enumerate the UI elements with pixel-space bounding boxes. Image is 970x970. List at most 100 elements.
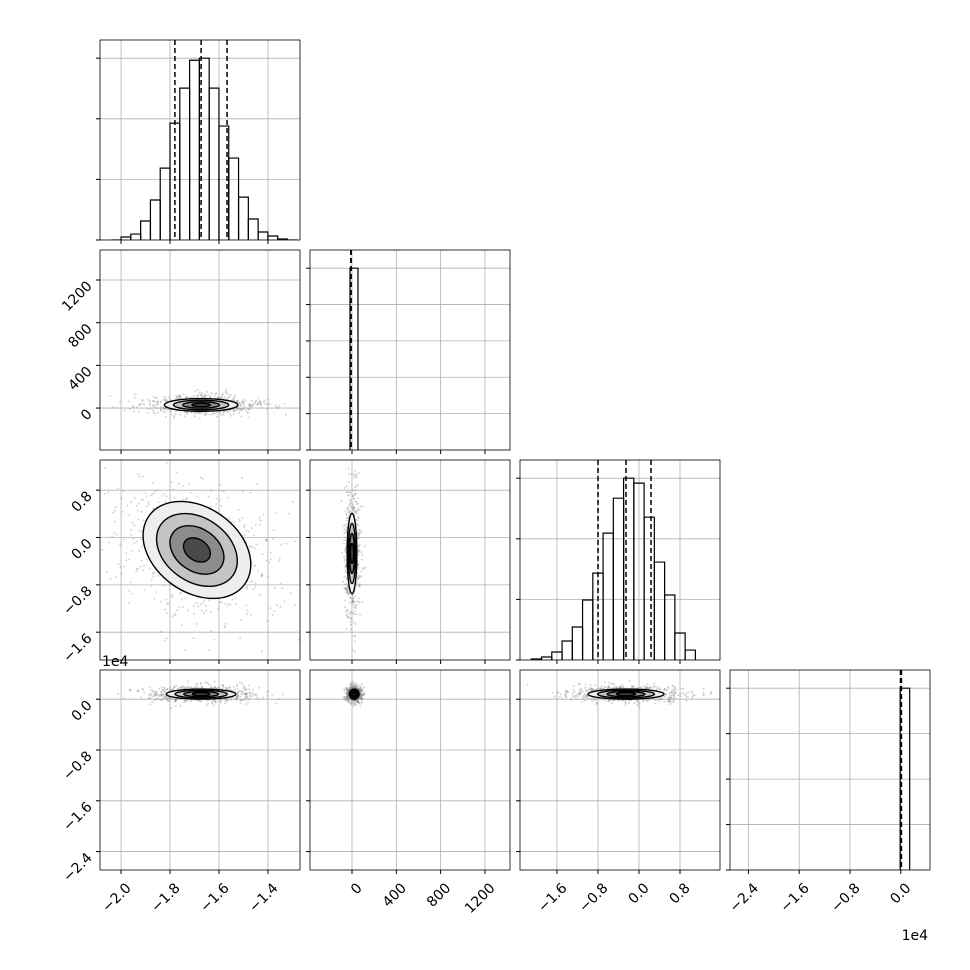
- sample-point: [246, 411, 249, 414]
- sample-point: [607, 681, 610, 684]
- sample-point: [246, 692, 249, 695]
- sample-point: [212, 412, 215, 415]
- sample-point: [196, 495, 199, 498]
- sample-point: [354, 486, 357, 489]
- sample-point: [559, 693, 562, 696]
- sample-point: [244, 696, 247, 699]
- sample-point: [355, 474, 358, 477]
- sample-point: [360, 690, 363, 693]
- sample-point: [256, 403, 259, 406]
- sample-point: [223, 702, 226, 705]
- sample-point: [96, 535, 98, 537]
- sample-point: [252, 688, 255, 691]
- sample-point: [205, 704, 208, 707]
- sample-point: [158, 687, 161, 690]
- sample-point: [355, 699, 358, 702]
- sample-point: [357, 699, 360, 702]
- sample-point: [351, 599, 354, 602]
- sample-point: [276, 407, 279, 410]
- sample-point: [199, 603, 202, 606]
- sample-point: [343, 695, 346, 698]
- sample-point: [624, 701, 627, 704]
- sample-point: [205, 681, 208, 684]
- sample-point: [251, 545, 254, 548]
- sample-point: [204, 394, 207, 397]
- sample-point: [184, 699, 187, 702]
- sample-point: [347, 690, 350, 693]
- sample-point: [150, 692, 153, 695]
- sample-point: [242, 402, 245, 405]
- sample-point: [353, 493, 356, 496]
- sample-point: [345, 699, 348, 702]
- sample-point: [346, 491, 349, 494]
- sample-point: [256, 403, 259, 406]
- sample-point: [351, 594, 354, 597]
- sample-point: [165, 612, 168, 615]
- sample-point: [702, 687, 705, 690]
- sample-point: [235, 685, 238, 688]
- sample-point: [350, 502, 353, 505]
- sample-point: [565, 690, 568, 693]
- sample-point: [358, 576, 361, 579]
- sample-point: [692, 694, 695, 697]
- sample-point: [682, 687, 685, 690]
- sample-point: [607, 684, 610, 687]
- sample-point: [163, 693, 166, 696]
- sample-point: [164, 695, 167, 698]
- y-tick-label: 0.0: [69, 698, 96, 725]
- sample-point: [359, 695, 362, 698]
- sample-point: [165, 399, 168, 402]
- sample-point: [668, 702, 671, 705]
- sample-point: [173, 496, 176, 499]
- sample-point: [152, 690, 155, 693]
- sample-point: [195, 411, 198, 414]
- sample-point: [266, 620, 269, 623]
- sample-point: [654, 698, 657, 701]
- sample-point: [668, 699, 671, 702]
- sample-point: [243, 692, 246, 695]
- sample-point: [217, 607, 220, 610]
- sample-point: [210, 630, 213, 633]
- sample-point: [357, 574, 360, 577]
- contour: [352, 691, 357, 697]
- sample-point: [654, 702, 657, 705]
- sample-point: [258, 523, 261, 526]
- sample-point: [598, 687, 601, 690]
- sample-point: [675, 688, 678, 691]
- sample-point: [214, 392, 217, 395]
- sample-point: [253, 564, 256, 567]
- sample-point: [586, 694, 589, 697]
- sample-point: [160, 690, 163, 693]
- sample-point: [358, 575, 361, 578]
- sample-point: [163, 407, 166, 410]
- sample-point: [361, 695, 364, 698]
- sample-point: [362, 694, 365, 697]
- sample-point: [247, 701, 250, 704]
- sample-point: [607, 686, 610, 689]
- sample-point: [351, 686, 354, 689]
- sample-point: [220, 601, 223, 604]
- sample-point: [351, 509, 354, 512]
- sample-point: [359, 692, 362, 695]
- sample-point: [346, 692, 349, 695]
- sample-point: [255, 482, 258, 485]
- sample-point: [637, 700, 640, 703]
- sample-point: [233, 409, 236, 412]
- x-offset-label: 1e4: [902, 928, 929, 944]
- sample-point: [261, 552, 264, 555]
- sample-point: [129, 688, 132, 691]
- sample-point: [358, 696, 361, 699]
- sample-point: [355, 684, 358, 687]
- sample-point: [355, 584, 358, 587]
- sample-point: [350, 686, 353, 689]
- sample-point: [185, 498, 188, 501]
- sample-point: [646, 683, 649, 686]
- sample-point: [357, 578, 360, 581]
- sample-point: [347, 467, 350, 470]
- sample-point: [360, 687, 363, 690]
- sample-point: [138, 549, 141, 552]
- sample-point: [252, 404, 255, 407]
- sample-point: [198, 699, 201, 702]
- sample-point: [243, 407, 246, 410]
- sample-point: [123, 565, 126, 568]
